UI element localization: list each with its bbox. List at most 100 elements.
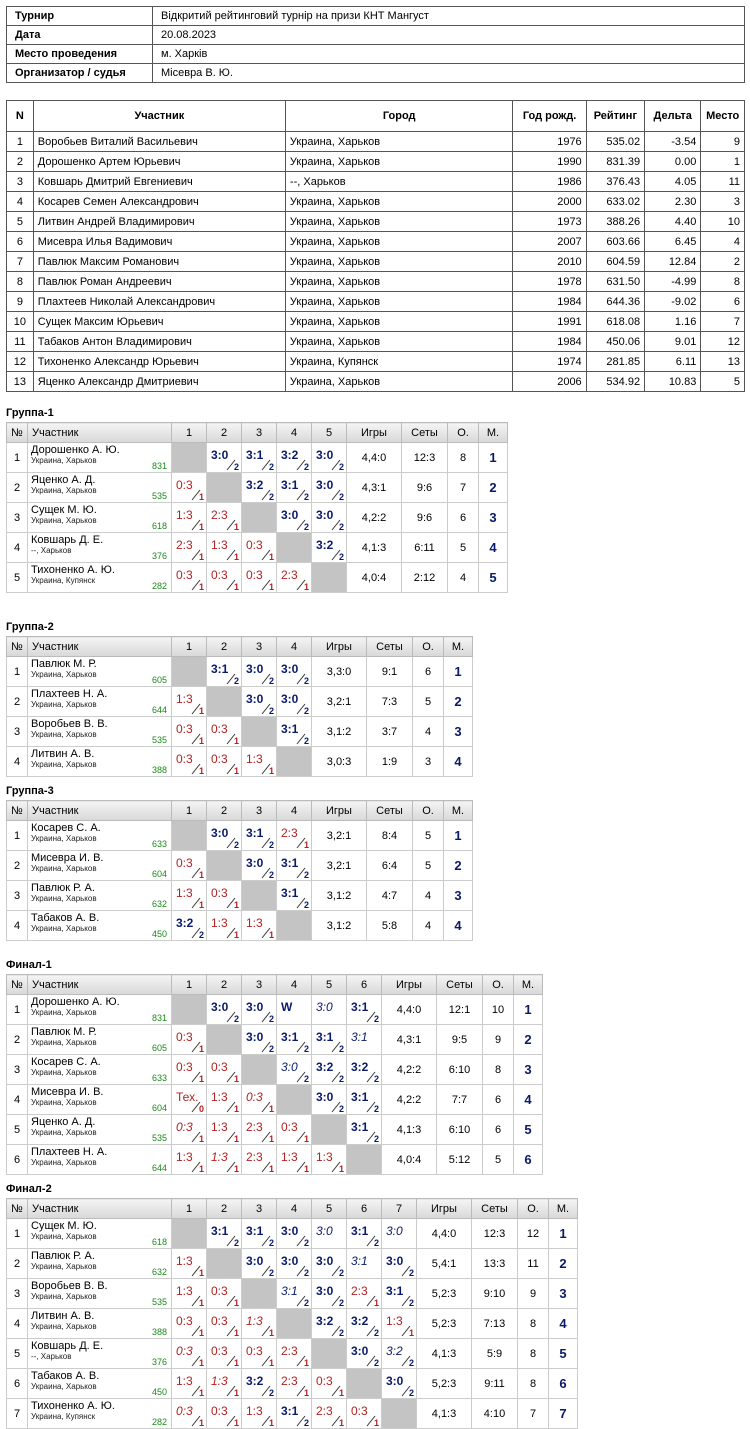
match-score: 1:3 xyxy=(176,886,193,900)
result-marker: 2 xyxy=(261,1265,274,1277)
player-name: Литвин А. В. xyxy=(31,1310,95,1322)
group-row: 1 Сущек М. Ю. Украина, Харьков 618 3:1 2 3:1 2 3… xyxy=(6,1218,578,1249)
group-row-number: 4 xyxy=(6,532,28,563)
match-score: 1:3 xyxy=(246,916,263,930)
result-marker: 1 xyxy=(226,1295,239,1307)
svg-text:2: 2 xyxy=(304,492,309,501)
svg-text:2: 2 xyxy=(304,1268,309,1277)
match-score: 3:1 xyxy=(281,886,299,900)
group-points: 5 xyxy=(447,532,479,563)
info-key: Дата xyxy=(6,25,153,45)
svg-text:2: 2 xyxy=(339,1074,344,1083)
match-score: 3:0 xyxy=(316,1090,334,1104)
self-match-cell xyxy=(276,910,312,941)
group-header-cell: 1 xyxy=(171,422,207,443)
match-result-cell: 0:3 1 xyxy=(206,746,242,777)
group-row: 1 Косарев С. А. Украина, Харьков 633 3:0 2 3:1… xyxy=(6,820,473,851)
participant-row: 1 Воробьев Виталий Васильевич Украина, Хар… xyxy=(6,131,745,152)
match-score: 3:0 xyxy=(246,856,264,870)
participant-cell: Украина, Харьков xyxy=(284,151,514,172)
svg-text:1: 1 xyxy=(304,1134,309,1143)
participant-cell: 603.66 xyxy=(585,231,646,252)
player-city: Украина, Харьков xyxy=(31,730,97,739)
match-score: 3:1 xyxy=(351,1030,368,1044)
group-games: 3,0:3 xyxy=(311,746,367,777)
match-score: 1:3 xyxy=(211,1120,228,1134)
participant-cell: 0.00 xyxy=(644,151,702,172)
match-score: 3:0 xyxy=(246,662,264,676)
match-score: 3:0 xyxy=(281,1254,299,1268)
group-place: 4 xyxy=(443,910,473,941)
group-header-cell: 5 xyxy=(311,974,347,995)
match-result-cell: 2:3 1 xyxy=(276,562,312,593)
participant-cell: 1.16 xyxy=(644,311,702,332)
svg-text:1: 1 xyxy=(409,1328,414,1337)
match-result-cell: 3:0 2 xyxy=(241,850,277,881)
group-row: 4 Литвин А. В. Украина, Харьков 388 0:3 1 0:3 1… xyxy=(6,1308,578,1339)
group-place: 6 xyxy=(513,1144,543,1175)
group-header-cell: Сеты xyxy=(436,974,483,995)
result-marker: 1 xyxy=(296,1161,309,1173)
group-header-cell: 7 xyxy=(381,1198,417,1219)
match-result-cell: 0:3 1 xyxy=(206,1338,242,1369)
group-player-cell: Косарев С. А. Украина, Харьков 633 xyxy=(27,820,172,851)
result-marker: 1 xyxy=(191,1415,204,1427)
group-header-cell: 4 xyxy=(276,422,312,443)
player-name: Тихоненко А. Ю. xyxy=(31,1400,115,1412)
match-score: 3:0 xyxy=(316,1254,334,1268)
match-score: 3:0 xyxy=(246,692,264,706)
group-player-cell: Дорошенко А. Ю. Украина, Харьков 831 xyxy=(27,994,172,1025)
match-score: 0:3 xyxy=(211,886,228,900)
result-marker: 1 xyxy=(366,1415,379,1427)
match-result-cell: 1:3 1 xyxy=(171,1144,207,1175)
participant-cell: 534.92 xyxy=(585,371,646,392)
match-score: 3:1 xyxy=(281,1404,299,1418)
participant-cell: 9 xyxy=(6,291,34,312)
result-marker: 2 xyxy=(331,1325,344,1337)
group-place: 2 xyxy=(443,686,473,717)
match-score: 1:3 xyxy=(176,1254,193,1268)
group-player-cell: Дорошенко А. Ю. Украина, Харьков 831 xyxy=(27,442,172,473)
participant-cell: Украина, Харьков xyxy=(284,231,514,252)
match-score: 0:3 xyxy=(246,538,263,552)
match-score: 1:3 xyxy=(316,1150,333,1164)
group-row-number: 6 xyxy=(6,1368,28,1399)
group-row: 3 Воробьев В. В. Украина, Харьков 535 0:3 1 0:… xyxy=(6,716,473,747)
group-header-cell: О. xyxy=(412,636,444,657)
match-score: 3:2 xyxy=(386,1344,403,1358)
match-score: 0:3 xyxy=(211,1060,228,1074)
match-score: 0:3 xyxy=(246,1090,263,1104)
match-result-cell: 0:3 1 xyxy=(171,850,207,881)
match-result-cell: 3:1 2 xyxy=(311,1024,347,1055)
group-table: № Участник 1 2 3 4 Игры Сеты О. М. 1 Павлюк М. Р. Ук… xyxy=(6,636,473,777)
result-marker: 2 xyxy=(401,1355,414,1367)
svg-text:1: 1 xyxy=(374,1418,379,1427)
participant-cell: 644.36 xyxy=(585,291,646,312)
match-result-cell: 3:1 2 xyxy=(276,472,312,503)
group-row: 5 Яценко А. Д. Украина, Харьков 535 0:3 1 1:3 1… xyxy=(6,1114,543,1145)
group-header-cell: М. xyxy=(478,422,508,443)
match-result-cell: 3:2 2 xyxy=(171,910,207,941)
result-marker: 1 xyxy=(261,549,274,561)
group-games: 4,4:0 xyxy=(416,1218,472,1249)
player-name: Павлюк Р. А. xyxy=(31,882,95,894)
svg-text:2: 2 xyxy=(374,1014,379,1023)
group-row-number: 2 xyxy=(6,1024,28,1055)
group-player-cell: Табаков А. В. Украина, Харьков 450 xyxy=(27,910,172,941)
group-player-cell: Литвин А. В. Украина, Харьков 388 xyxy=(27,1308,172,1339)
participant-cell: 2007 xyxy=(512,231,587,252)
participant-cell: 12 xyxy=(700,331,745,352)
match-result-cell: 3:1 2 xyxy=(241,820,277,851)
match-result-cell: 3:2 2 xyxy=(381,1338,417,1369)
group-header-cell: 1 xyxy=(171,636,207,657)
match-result-cell: W xyxy=(276,994,312,1025)
group-place: 6 xyxy=(548,1368,578,1399)
match-result-cell: 3:0 2 xyxy=(276,1054,312,1085)
match-score: 0:3 xyxy=(246,568,263,582)
group-header-cell: 5 xyxy=(311,422,347,443)
group-player-cell: Тихоненко А. Ю. Украина, Купянск 282 xyxy=(27,1398,172,1429)
result-marker: 2 xyxy=(296,489,309,501)
match-result-cell: 1:3 1 xyxy=(311,1144,347,1175)
match-score: 0:3 xyxy=(176,478,193,492)
match-result-cell: 3:0 2 xyxy=(276,1218,312,1249)
